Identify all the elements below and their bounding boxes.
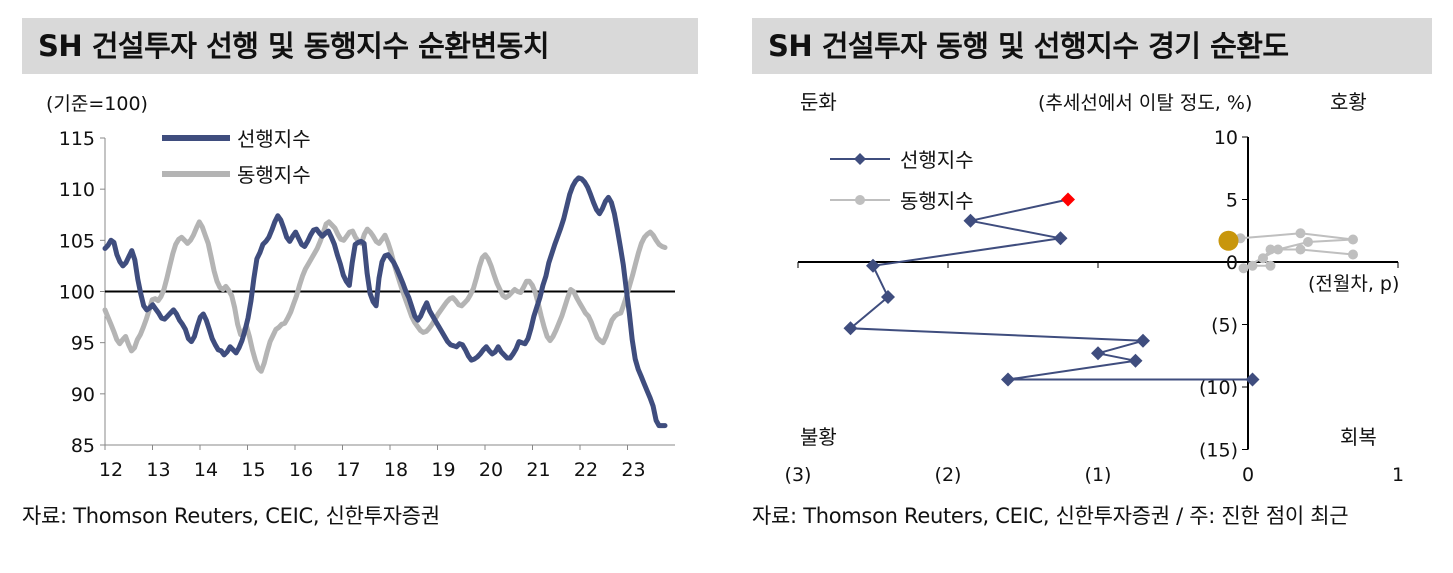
x-tick-label: (2) — [935, 464, 962, 486]
x-tick-label: 0 — [1242, 464, 1254, 486]
data-point-coincident — [1295, 244, 1306, 255]
right-panel: SH 건설투자 동행 및 선행지수 경기 순환도 둔화 호황 불황 회복 (추세… — [730, 0, 1453, 573]
x-tick-label: 18 — [384, 459, 408, 481]
x-tick-label: 15 — [241, 459, 265, 481]
cycle-chart: 둔화 호황 불황 회복 (추세선에서 이탈 정도, %) (전월차, p) (3… — [785, 90, 1405, 486]
data-point-leading — [1136, 333, 1150, 348]
x-tick-label: 17 — [336, 459, 360, 481]
line-chart: (기준=100) 85 90 95 100 105 110 115 12 13 14 15 16 17… — [46, 93, 675, 481]
data-point-coincident — [1258, 253, 1268, 264]
data-point-coincident — [1238, 263, 1249, 274]
data-point-leading — [866, 258, 880, 273]
left-source-note: 자료: Thomson Reuters, CEIC, 신한투자증권 — [22, 504, 440, 528]
data-point-leading — [1053, 231, 1068, 246]
data-point-coincident — [1247, 260, 1258, 271]
data-point-leading — [963, 213, 978, 228]
quadrant-label-top-right: 호황 — [1330, 90, 1367, 114]
x-tick-label: 21 — [526, 459, 550, 481]
data-point-coincident — [1348, 234, 1358, 245]
x-tick-label: (3) — [785, 464, 812, 486]
right-chart-title: SH 건설투자 동행 및 선행지수 경기 순환도 — [752, 18, 1432, 74]
legend: 선행지수 동행지수 — [162, 127, 311, 187]
legend-label-leading: 선행지수 — [900, 148, 974, 172]
quadrant-label-bottom-right: 회복 — [1340, 425, 1377, 449]
x-tick-label: 13 — [146, 459, 170, 481]
latest-point-coincident — [1218, 230, 1239, 251]
x-tick-label: 23 — [621, 459, 645, 481]
legend-label-leading: 선행지수 — [237, 127, 311, 151]
legend-marker-leading — [854, 153, 866, 165]
series-line-leading — [102, 175, 668, 429]
right-source-note: 자료: Thomson Reuters, CEIC, 신한투자증권 / 주: 진… — [752, 504, 1349, 528]
data-point-coincident — [1303, 237, 1313, 247]
x-tick-label: 19 — [431, 459, 455, 481]
quadrant-label-top-left: 둔화 — [800, 90, 837, 114]
y-tick-label: 110 — [59, 179, 95, 201]
data-point-coincident — [1295, 228, 1306, 239]
legend-label-coincident: 동행지수 — [237, 163, 311, 187]
x-tick-label: 12 — [99, 459, 123, 481]
y-unit-label: (기준=100) — [46, 93, 148, 115]
data-point-coincident — [1265, 244, 1276, 255]
data-point-coincident — [1348, 249, 1358, 260]
series-line-coincident — [102, 219, 668, 374]
y-axis-title: (추세선에서 이탈 정도, %) — [1038, 92, 1252, 114]
data-point-leading — [1001, 372, 1015, 387]
x-tick-label: (1) — [1085, 464, 1112, 486]
legend-marker-coincident — [855, 195, 865, 205]
x-axis-title: (전월차, p) — [1308, 273, 1399, 295]
y-tick-label: 95 — [71, 333, 95, 355]
legend: 선행지수 동행지수 — [830, 148, 974, 213]
legend-label-coincident: 동행지수 — [900, 189, 974, 213]
y-tick-label: (15) — [1199, 440, 1238, 462]
quadrant-label-bottom-left: 불황 — [800, 425, 837, 449]
data-point-leading — [1128, 353, 1143, 368]
y-tick-label: (10) — [1199, 377, 1238, 399]
left-chart-title: SH 건설투자 선행 및 동행지수 순환변동치 — [22, 18, 698, 74]
data-point-leading — [881, 290, 895, 304]
x-tick-label: 20 — [479, 459, 503, 481]
x-tick-label: 14 — [194, 459, 218, 481]
data-point-leading — [1091, 346, 1105, 361]
y-tick-label: 5 — [1226, 190, 1238, 212]
cycle-path-leading — [847, 198, 1253, 381]
y-tick-label: 90 — [71, 384, 95, 406]
y-tick-label: 85 — [71, 435, 95, 457]
y-tick-label: 105 — [59, 230, 95, 252]
left-panel: SH 건설투자 선행 및 동행지수 순환변동치 (기준=100) 85 90 95 1… — [0, 0, 720, 573]
x-tick-label: 1 — [1392, 464, 1404, 486]
y-tick-label: 0 — [1226, 252, 1238, 274]
y-tick-label: 115 — [59, 128, 95, 150]
y-tick-label: 100 — [59, 282, 95, 304]
x-tick-label: 22 — [574, 459, 598, 481]
latest-point-leading — [1061, 192, 1075, 207]
y-tick-label: 10 — [1214, 127, 1238, 149]
y-tick-label: (5) — [1211, 315, 1238, 337]
x-tick-label: 16 — [289, 459, 313, 481]
data-point-coincident — [1265, 260, 1276, 271]
data-point-coincident — [1273, 244, 1283, 255]
data-point-leading — [1245, 372, 1260, 387]
data-point-leading — [843, 321, 858, 336]
